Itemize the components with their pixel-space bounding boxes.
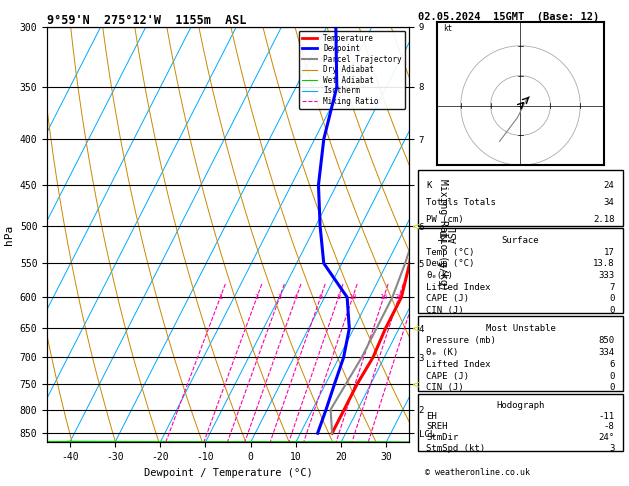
Text: 333: 333 <box>598 271 615 280</box>
Text: 2: 2 <box>255 294 259 300</box>
Text: 0: 0 <box>609 306 615 315</box>
Text: -8: -8 <box>604 422 615 432</box>
Text: StmSpd (kt): StmSpd (kt) <box>426 444 486 453</box>
Text: <: < <box>412 324 420 333</box>
Text: 8: 8 <box>337 294 340 300</box>
Text: 3: 3 <box>609 444 615 453</box>
Text: CAPE (J): CAPE (J) <box>426 294 469 303</box>
Text: 24°: 24° <box>598 433 615 442</box>
Text: θₑ(K): θₑ(K) <box>426 271 454 280</box>
Text: CIN (J): CIN (J) <box>426 383 464 393</box>
Text: 17: 17 <box>604 248 615 257</box>
Text: SREH: SREH <box>426 422 448 432</box>
Text: 02.05.2024  15GMT  (Base: 12): 02.05.2024 15GMT (Base: 12) <box>418 12 599 22</box>
Text: kt: kt <box>443 24 452 33</box>
Text: Lifted Index: Lifted Index <box>426 360 491 368</box>
Text: 34: 34 <box>604 198 615 207</box>
Text: Pressure (mb): Pressure (mb) <box>426 336 496 345</box>
Text: 7: 7 <box>609 282 615 292</box>
Text: Lifted Index: Lifted Index <box>426 282 491 292</box>
Text: Dewp (°C): Dewp (°C) <box>426 260 475 268</box>
Text: Totals Totals: Totals Totals <box>426 198 496 207</box>
Text: 9°59'N  275°12'W  1155m  ASL: 9°59'N 275°12'W 1155m ASL <box>47 14 247 27</box>
Text: 13.8: 13.8 <box>593 260 615 268</box>
Text: 0: 0 <box>609 371 615 381</box>
Text: Mixing Ratio (g/kg): Mixing Ratio (g/kg) <box>438 179 448 290</box>
Text: <: < <box>412 221 420 231</box>
Text: EH: EH <box>426 412 437 420</box>
Text: © weatheronline.co.uk: © weatheronline.co.uk <box>425 468 530 477</box>
Text: StmDir: StmDir <box>426 433 459 442</box>
Text: 16: 16 <box>379 294 388 300</box>
Text: <: < <box>412 380 420 389</box>
X-axis label: Dewpoint / Temperature (°C): Dewpoint / Temperature (°C) <box>143 468 313 478</box>
Text: 6: 6 <box>609 360 615 368</box>
Text: 20: 20 <box>394 294 403 300</box>
Text: Most Unstable: Most Unstable <box>486 324 555 333</box>
Y-axis label: km
ASL: km ASL <box>438 226 459 243</box>
Text: 1: 1 <box>218 294 223 300</box>
Text: 0: 0 <box>609 383 615 393</box>
Text: 10: 10 <box>348 294 357 300</box>
Text: PW (cm): PW (cm) <box>426 215 464 224</box>
Text: CAPE (J): CAPE (J) <box>426 371 469 381</box>
Text: 3: 3 <box>277 294 282 300</box>
Text: θₑ (K): θₑ (K) <box>426 347 459 357</box>
Text: 4: 4 <box>294 294 298 300</box>
Text: 334: 334 <box>598 347 615 357</box>
Text: 2.18: 2.18 <box>593 215 615 224</box>
Text: 6: 6 <box>318 294 323 300</box>
Text: 850: 850 <box>598 336 615 345</box>
Text: CIN (J): CIN (J) <box>426 306 464 315</box>
Text: 0: 0 <box>609 294 615 303</box>
Text: Hodograph: Hodograph <box>496 400 545 410</box>
Text: -11: -11 <box>598 412 615 420</box>
Text: Surface: Surface <box>502 236 539 245</box>
Text: 24: 24 <box>604 181 615 190</box>
Y-axis label: hPa: hPa <box>4 225 14 244</box>
Text: Temp (°C): Temp (°C) <box>426 248 475 257</box>
Legend: Temperature, Dewpoint, Parcel Trajectory, Dry Adiabat, Wet Adiabat, Isotherm, Mi: Temperature, Dewpoint, Parcel Trajectory… <box>299 31 405 109</box>
Text: K: K <box>426 181 432 190</box>
